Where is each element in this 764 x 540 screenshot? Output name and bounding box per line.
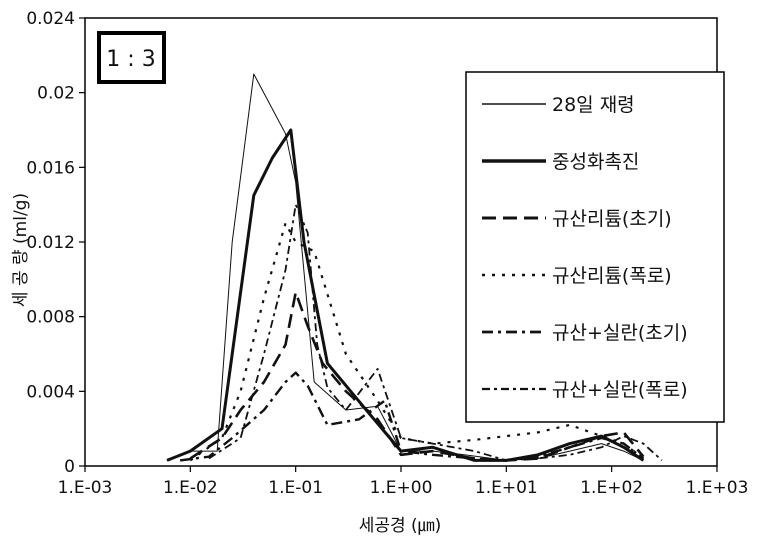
y-tick-label: 0.004 <box>26 382 75 402</box>
ratio-annotation: 1 : 3 <box>97 31 166 84</box>
x-tick-label: 1.E-03 <box>58 478 113 498</box>
x-tick-label: 1.E+01 <box>475 478 538 498</box>
series-line-6 <box>208 203 663 462</box>
legend-label-6: 규산+실란(폭로) <box>552 379 688 401</box>
y-tick-label: 0.008 <box>26 308 75 328</box>
x-tick-label: 1.E+00 <box>370 478 433 498</box>
y-tick-label: 0 <box>64 457 75 477</box>
series-line-5 <box>179 371 645 462</box>
y-ticks: 0 0.004 0.008 0.012 0.016 0.02 0.024 <box>26 9 85 477</box>
y-tick-label: 0.02 <box>37 84 75 104</box>
series-layer <box>166 73 663 462</box>
legend-label-1: 28일 재령 <box>552 94 635 116</box>
legend-label-5: 규산+실란(초기) <box>552 322 688 344</box>
legend-label-3: 규산리튬(초기) <box>552 208 672 230</box>
y-tick-label: 0.024 <box>26 9 75 29</box>
x-axis-title: 세공경 (㎛) <box>359 516 442 536</box>
x-ticks: 1.E-03 1.E-02 1.E-01 1.E+00 1.E+01 1.E+02 1.E+… <box>58 466 749 498</box>
ratio-annotation-text: 1 : 3 <box>106 47 155 72</box>
legend-box <box>465 71 725 423</box>
ratio-annotation-box <box>97 31 166 84</box>
legend-label-2: 중성화촉진 <box>552 151 639 173</box>
y-axis-title: 세 공 량 (ml/g) <box>11 193 31 307</box>
legend-label-4: 규산리튬(폭로) <box>552 265 672 287</box>
x-tick-label: 1.E+03 <box>686 478 749 498</box>
x-tick-label: 1.E-01 <box>268 478 323 498</box>
y-tick-label: 0.016 <box>26 158 75 178</box>
x-tick-label: 1.E+02 <box>580 478 643 498</box>
series-line-4 <box>189 222 645 462</box>
y-tick-label: 0.012 <box>26 233 75 253</box>
x-tick-label: 1.E-02 <box>163 478 218 498</box>
series-line-3 <box>189 291 645 462</box>
